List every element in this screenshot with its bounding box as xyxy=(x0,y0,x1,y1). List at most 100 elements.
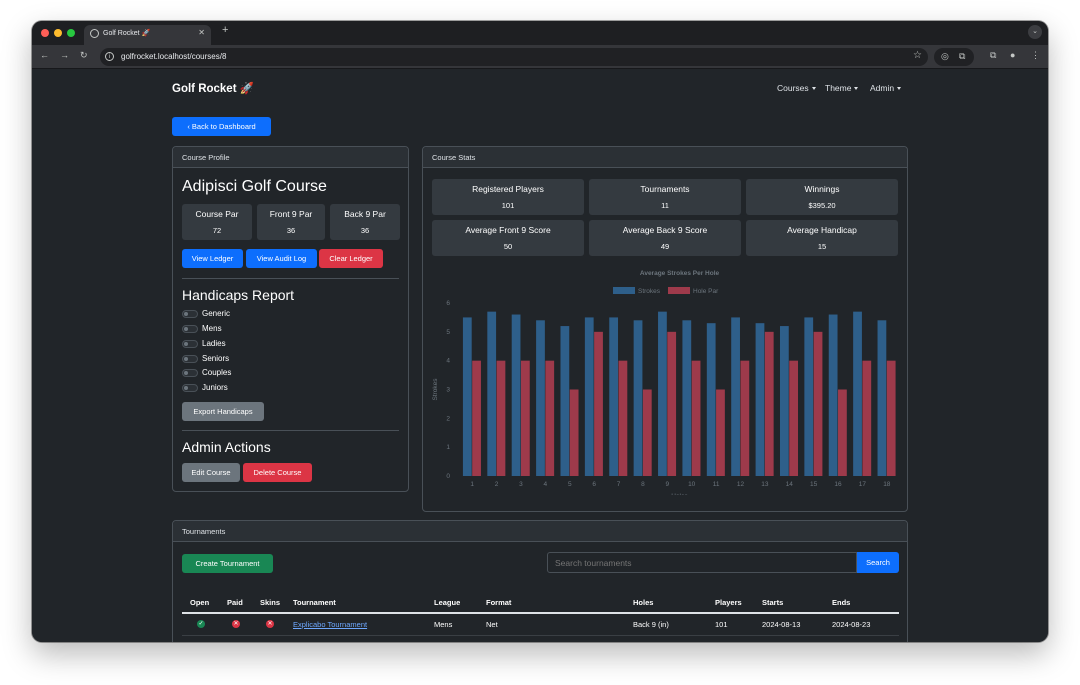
reload-icon[interactable]: ↻ xyxy=(80,50,88,60)
bar-hole-par xyxy=(886,360,896,476)
x-tick-label: 6 xyxy=(592,481,596,488)
nav-admin[interactable]: Admin xyxy=(870,83,901,93)
tile-value: 49 xyxy=(660,242,670,251)
address-bar[interactable]: i golfrocket.localhost/courses/8 ☆ xyxy=(100,48,928,66)
nav-theme[interactable]: Theme xyxy=(825,83,858,93)
back-arrow-icon[interactable]: ← xyxy=(40,50,49,60)
bookmark-star-icon[interactable]: ☆ xyxy=(913,50,922,61)
legend-swatch-0 xyxy=(613,287,635,294)
tournament-link[interactable]: Explicabo Tournament xyxy=(293,620,368,629)
toggle-label: Seniors xyxy=(202,354,230,363)
stat-label: Back 9 Par xyxy=(344,209,386,219)
bar-strokes xyxy=(828,314,838,476)
back-to-dashboard-button[interactable]: ‹ Back to Dashboard xyxy=(172,117,271,136)
column-header-ends[interactable]: Ends xyxy=(832,598,851,607)
toggle-label: Ladies xyxy=(202,339,226,348)
bar-hole-par xyxy=(716,389,725,476)
maximize-window-dot[interactable] xyxy=(67,29,75,37)
extension-icon[interactable]: ◎ xyxy=(941,51,949,61)
bar-hole-par xyxy=(496,360,506,476)
forward-arrow-icon[interactable]: → xyxy=(60,50,69,60)
bar-hole-par xyxy=(545,360,555,476)
search-tournaments-input[interactable] xyxy=(547,552,857,573)
cell-league: Mens xyxy=(434,620,453,629)
split-view-icon[interactable]: ⧉ xyxy=(990,50,997,60)
profile-icon[interactable]: ● xyxy=(1010,50,1016,60)
minimize-window-dot[interactable] xyxy=(54,29,62,37)
bar-strokes xyxy=(731,317,740,476)
close-window-dot[interactable] xyxy=(41,29,49,37)
bar-strokes xyxy=(487,311,497,476)
x-tick-label: 11 xyxy=(713,481,720,488)
course-stats-card: Course Stats Registered Players 101 Tour… xyxy=(422,146,908,512)
clear-ledger-button[interactable]: Clear Ledger xyxy=(319,249,383,268)
tab-bar: Golf Rocket 🚀 ✕ + ⌄ xyxy=(32,21,1048,45)
toggle-label: Juniors xyxy=(202,383,228,392)
brand-logo[interactable]: Golf Rocket 🚀 xyxy=(172,83,255,95)
toggle-label: Couples xyxy=(202,368,232,377)
edit-course-button[interactable]: Edit Course xyxy=(182,463,240,482)
x-tick-label: 14 xyxy=(786,481,794,488)
browser-tab[interactable]: Golf Rocket 🚀 ✕ xyxy=(84,25,211,45)
column-header-format[interactable]: Format xyxy=(486,598,512,607)
new-tab-icon[interactable]: + xyxy=(222,24,229,36)
toggle-switch[interactable] xyxy=(182,384,198,392)
toggle-switch[interactable] xyxy=(182,369,198,377)
legend-label-0: Strokes xyxy=(638,288,661,295)
tile-value: 15 xyxy=(817,242,827,251)
bar-hole-par xyxy=(642,389,652,476)
export-handicaps-button[interactable]: Export Handicaps xyxy=(182,402,264,421)
bar-hole-par xyxy=(691,360,701,476)
tile-label: Average Front 9 Score xyxy=(465,225,551,235)
card-header-title: Tournaments xyxy=(182,527,226,536)
column-header-league[interactable]: League xyxy=(434,598,461,607)
tile-label: Average Handicap xyxy=(787,225,857,235)
tile-value: 50 xyxy=(503,242,513,251)
stat-value: 72 xyxy=(212,226,222,235)
tile-registered-players: Registered Players 101 xyxy=(432,179,584,215)
delete-course-button[interactable]: Delete Course xyxy=(243,463,312,482)
site-info-icon[interactable]: i xyxy=(105,52,114,61)
column-header-open[interactable]: Open xyxy=(190,598,210,607)
bar-hole-par xyxy=(764,331,774,476)
column-header-starts[interactable]: Starts xyxy=(762,598,784,607)
view-audit-log-button[interactable]: View Audit Log xyxy=(246,249,317,268)
toggle-switch[interactable] xyxy=(182,355,198,363)
x-tick-label: 16 xyxy=(834,481,842,488)
card-header: Course Profile xyxy=(173,147,408,168)
cell-starts: 2024-08-13 xyxy=(762,620,801,629)
cell-format: Net xyxy=(486,620,498,629)
page-content: Golf Rocket 🚀 Courses Theme Admin ‹ Back… xyxy=(32,69,1048,642)
y-tick-label: 5 xyxy=(446,329,450,336)
bar-hole-par xyxy=(520,360,530,476)
nav-courses[interactable]: Courses xyxy=(777,83,816,93)
close-tab-icon[interactable]: ✕ xyxy=(198,28,205,37)
toggle-switch[interactable] xyxy=(182,310,198,318)
x-tick-label: 9 xyxy=(665,481,669,488)
bar-strokes xyxy=(560,326,570,476)
tile-value: 11 xyxy=(661,201,669,210)
y-axis-label: Strokes xyxy=(432,378,439,401)
puzzle-icon[interactable]: ⧉ xyxy=(959,51,966,61)
y-tick-label: 6 xyxy=(446,300,450,307)
search-button[interactable]: Search xyxy=(857,552,899,573)
x-tick-label: 4 xyxy=(544,481,548,488)
tab-search-icon[interactable]: ⌄ xyxy=(1028,25,1042,39)
column-header-skins[interactable]: Skins xyxy=(260,598,281,607)
toggle-switch[interactable] xyxy=(182,325,198,333)
toggle-switch[interactable] xyxy=(182,340,198,348)
column-header-paid[interactable]: Paid xyxy=(227,598,243,607)
address-bar-row: ← → ↻ i golfrocket.localhost/courses/8 ☆… xyxy=(32,45,1048,69)
column-header-holes[interactable]: Holes xyxy=(633,598,654,607)
kebab-menu-icon[interactable]: ⋮ xyxy=(1031,50,1040,60)
create-tournament-button[interactable]: Create Tournament xyxy=(182,554,273,573)
view-ledger-button[interactable]: View Ledger xyxy=(182,249,243,268)
x-tick-label: 17 xyxy=(859,481,867,488)
column-header-tournament[interactable]: Tournament xyxy=(293,598,336,607)
tile-avg-front-9: Average Front 9 Score 50 xyxy=(432,220,584,256)
skins-x-icon: ✕ xyxy=(266,620,274,628)
y-tick-label: 4 xyxy=(446,358,450,365)
column-header-players[interactable]: Players xyxy=(715,598,742,607)
x-tick-label: 7 xyxy=(617,481,621,488)
stat-label: Front 9 Par xyxy=(269,209,313,219)
